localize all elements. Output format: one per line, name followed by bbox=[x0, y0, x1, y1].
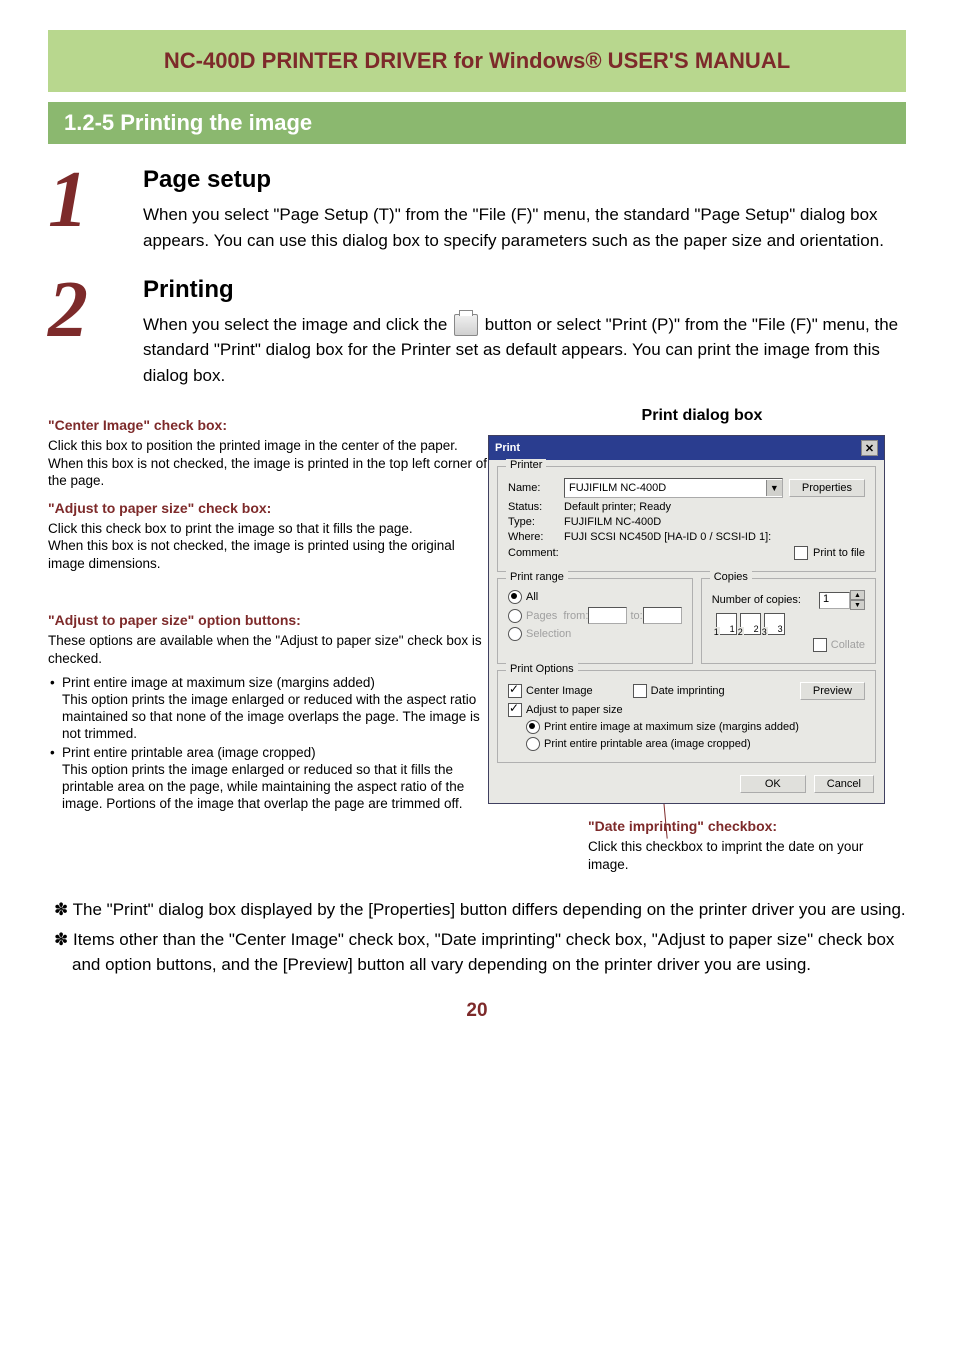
printer-group: Printer Name: FUJIFILM NC-400D ▼ Propert… bbox=[497, 466, 876, 572]
radio-all[interactable] bbox=[508, 590, 522, 604]
dialog-title-text: Print bbox=[495, 442, 520, 454]
from-input[interactable] bbox=[588, 607, 627, 624]
type-label: Type: bbox=[508, 516, 564, 528]
bullet-2-head: Print entire printable area (image cropp… bbox=[62, 745, 316, 760]
bullet-1-body: This option prints the image enlarged or… bbox=[62, 691, 488, 743]
step-1: 1 Page setup When you select "Page Setup… bbox=[48, 166, 906, 254]
print-range-group: Print range All Pages from: to: Selectio… bbox=[497, 578, 693, 664]
bullet-1: Print entire image at maximum size (marg… bbox=[48, 674, 488, 743]
print-dialog-title: Print dialog box bbox=[498, 407, 906, 425]
print-icon bbox=[454, 314, 478, 336]
printer-name-value: FUJIFILM NC-400D bbox=[569, 482, 666, 494]
adjust-size-heading: "Adjust to paper size" check box: bbox=[48, 500, 488, 516]
step-number: 2 bbox=[48, 276, 143, 389]
step-2: 2 Printing When you select the image and… bbox=[48, 276, 906, 389]
print-to-file-label: Print to file bbox=[813, 547, 865, 559]
center-image-heading: "Center Image" check box: bbox=[48, 417, 488, 433]
spin-up-icon[interactable]: ▲ bbox=[850, 590, 865, 600]
header-band: NC-400D PRINTER DRIVER for Windows® USER… bbox=[48, 30, 906, 92]
date-imprinting-label: Date imprinting bbox=[651, 685, 725, 697]
step-number: 1 bbox=[48, 166, 143, 254]
manual-title: NC-400D PRINTER DRIVER for Windows® USER… bbox=[164, 48, 790, 74]
print-options-group: Print Options Center Image Date imprinti… bbox=[497, 670, 876, 763]
adjust-paper-checkbox[interactable] bbox=[508, 703, 522, 717]
radio-max-size-label: Print entire image at maximum size (marg… bbox=[544, 721, 799, 733]
bullet-2: Print entire printable area (image cropp… bbox=[48, 744, 488, 813]
section-heading: 1.2-5 Printing the image bbox=[48, 102, 906, 144]
num-copies-label: Number of copies: bbox=[712, 594, 801, 606]
radio-selection-label: Selection bbox=[526, 628, 571, 640]
radio-all-label: All bbox=[526, 591, 538, 603]
option-buttons-heading: "Adjust to paper size" option buttons: bbox=[48, 612, 488, 628]
print-range-label: Print range bbox=[506, 571, 568, 583]
adjust-size-p1: Click this check box to print the image … bbox=[48, 520, 488, 538]
bullet-1-head: Print entire image at maximum size (marg… bbox=[62, 675, 375, 690]
status-value: Default printer; Ready bbox=[564, 501, 671, 513]
footnote-1: ✽ The "Print" dialog box displayed by th… bbox=[48, 897, 906, 923]
cancel-button[interactable]: Cancel bbox=[814, 775, 874, 793]
adjust-paper-label: Adjust to paper size bbox=[526, 704, 623, 716]
name-label: Name: bbox=[508, 482, 564, 494]
type-value: FUJIFILM NC-400D bbox=[564, 516, 661, 528]
radio-cropped-label: Print entire printable area (image cropp… bbox=[544, 738, 751, 750]
where-label: Where: bbox=[508, 531, 564, 543]
ok-button[interactable]: OK bbox=[740, 775, 806, 793]
date-imprinting-desc: Click this checkbox to imprint the date … bbox=[588, 838, 906, 873]
right-column: Print dialog box Print ✕ Printer Name: F… bbox=[498, 407, 906, 873]
option-buttons-p: These options are available when the "Ad… bbox=[48, 632, 488, 667]
step-1-heading: Page setup bbox=[143, 166, 906, 194]
to-input[interactable] bbox=[643, 607, 682, 624]
print-options-label: Print Options bbox=[506, 663, 578, 675]
collate-checkbox[interactable] bbox=[813, 638, 827, 652]
center-image-p1: Click this box to position the printed i… bbox=[48, 437, 488, 455]
where-value: FUJI SCSI NC450D [HA-ID 0 / SCSI-ID 1]: bbox=[564, 531, 771, 543]
center-image-label: Center Image bbox=[526, 685, 593, 697]
date-imprinting-heading: "Date imprinting" checkbox: bbox=[588, 818, 906, 834]
step-2-body: When you select the image and click the … bbox=[143, 312, 906, 389]
spin-down-icon[interactable]: ▼ bbox=[850, 600, 865, 610]
radio-cropped[interactable] bbox=[526, 737, 540, 751]
date-imprinting-checkbox[interactable] bbox=[633, 684, 647, 698]
comment-label: Comment: bbox=[508, 547, 564, 559]
step-2-body-pre: When you select the image and click the bbox=[143, 315, 452, 334]
radio-max-size[interactable] bbox=[526, 720, 540, 734]
copies-spinner[interactable]: 1 ▲▼ bbox=[819, 590, 865, 610]
left-column: "Center Image" check box: Click this box… bbox=[48, 407, 488, 873]
printer-group-label: Printer bbox=[506, 459, 546, 471]
collate-label: Collate bbox=[831, 639, 865, 651]
adjust-size-p2: When this box is not checked, the image … bbox=[48, 537, 488, 572]
radio-pages[interactable] bbox=[508, 609, 522, 623]
preview-button[interactable]: Preview bbox=[800, 682, 865, 700]
center-image-p2: When this box is not checked, the image … bbox=[48, 455, 488, 490]
close-icon[interactable]: ✕ bbox=[861, 440, 878, 456]
page-number: 20 bbox=[48, 1000, 906, 1022]
center-image-checkbox[interactable] bbox=[508, 684, 522, 698]
copies-value[interactable]: 1 bbox=[819, 592, 850, 609]
footnotes: ✽ The "Print" dialog box displayed by th… bbox=[48, 897, 906, 978]
copies-group: Copies Number of copies: 1 ▲▼ 123 bbox=[701, 578, 876, 664]
to-label: to: bbox=[630, 610, 642, 622]
footnote-2: ✽ Items other than the "Center Image" ch… bbox=[48, 927, 906, 978]
status-label: Status: bbox=[508, 501, 564, 513]
printer-name-combo[interactable]: FUJIFILM NC-400D ▼ bbox=[564, 478, 783, 498]
radio-selection[interactable] bbox=[508, 627, 522, 641]
print-dialog: Print ✕ Printer Name: FUJIFILM NC-400D ▼… bbox=[488, 435, 885, 804]
print-to-file-checkbox[interactable] bbox=[794, 546, 808, 560]
step-1-body: When you select "Page Setup (T)" from th… bbox=[143, 202, 906, 254]
properties-button[interactable]: Properties bbox=[789, 479, 865, 497]
step-2-heading: Printing bbox=[143, 276, 906, 304]
copies-group-label: Copies bbox=[710, 571, 752, 583]
dialog-titlebar: Print ✕ bbox=[489, 436, 884, 460]
from-label: from: bbox=[563, 610, 588, 622]
bullet-2-body: This option prints the image enlarged or… bbox=[62, 761, 488, 813]
chevron-down-icon[interactable]: ▼ bbox=[766, 480, 782, 496]
collate-pages-icon: 123 bbox=[716, 613, 785, 635]
radio-pages-label: Pages bbox=[526, 610, 557, 622]
